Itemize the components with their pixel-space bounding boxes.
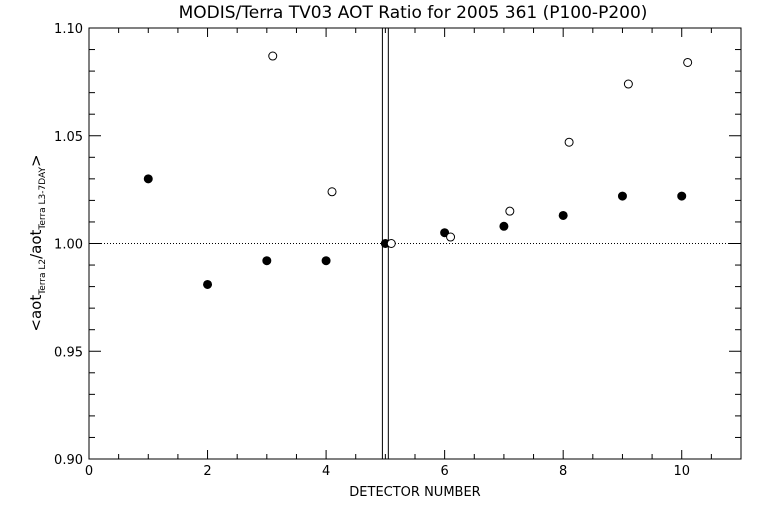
y-label-sub1: Terra L2 [38, 259, 48, 296]
point-open [623, 79, 633, 89]
y-axis-label: <aotTerra L2/aotTerra L3-7DAY> [27, 154, 48, 331]
point-open [327, 187, 337, 197]
point-filled [262, 256, 272, 266]
x-tick-label: 2 [203, 464, 211, 479]
x-tick-label: 4 [322, 464, 330, 479]
y-tick-label: 0.90 [54, 453, 83, 468]
y-label-sub2: Terra L3-7DAY [38, 167, 48, 231]
y-label-prefix: <aot [27, 295, 45, 332]
y-label-mid: /aot [27, 229, 45, 258]
y-tick-label: 1.05 [54, 130, 83, 145]
point-open [386, 239, 396, 248]
plot-frame [88, 27, 742, 460]
point-filled [203, 279, 213, 289]
y-axis-ticks: 0.90 0.95 1.00 1.05 1.10 [54, 22, 741, 468]
point-filled [499, 221, 509, 231]
x-tick-label: 0 [85, 464, 93, 479]
point-open [505, 206, 515, 216]
point-filled [143, 174, 153, 184]
point-open [268, 51, 278, 61]
x-tick-label: 6 [440, 464, 448, 479]
point-filled [677, 191, 687, 201]
x-tick-label: 8 [559, 464, 567, 479]
point-filled [440, 228, 450, 238]
y-tick-label: 1.00 [54, 238, 83, 253]
x-tick-label: 10 [673, 464, 690, 479]
y-tick-label: 0.95 [54, 345, 83, 360]
point-open [564, 137, 574, 147]
y-tick-label: 1.10 [54, 22, 83, 37]
chart-title: MODIS/Terra TV03 AOT Ratio for 2005 361 … [179, 3, 648, 23]
point-filled [558, 210, 568, 220]
point-filled [617, 191, 627, 201]
x-axis-label: DETECTOR NUMBER [349, 485, 480, 500]
point-open [683, 57, 693, 67]
data-points [143, 51, 693, 289]
x-axis-ticks: 0 2 4 6 8 10 [85, 28, 742, 479]
point-open [446, 232, 456, 242]
point-filled [321, 256, 331, 266]
reference-lines [89, 28, 741, 459]
y-label-suffix: > [27, 154, 45, 167]
